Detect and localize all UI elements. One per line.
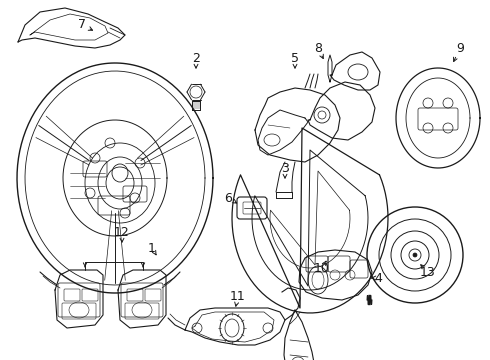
Circle shape xyxy=(413,253,417,257)
Text: 11: 11 xyxy=(230,289,246,302)
Text: 2: 2 xyxy=(192,51,200,64)
Text: 3: 3 xyxy=(281,162,289,175)
Text: 12: 12 xyxy=(114,225,130,238)
Text: 13: 13 xyxy=(420,266,436,279)
Text: 10: 10 xyxy=(314,261,330,274)
Text: 9: 9 xyxy=(456,41,464,54)
Text: 5: 5 xyxy=(291,51,299,64)
Text: 4: 4 xyxy=(374,271,382,284)
Text: 7: 7 xyxy=(78,18,86,31)
Text: 8: 8 xyxy=(314,41,322,54)
Text: 1: 1 xyxy=(148,242,156,255)
Text: 6: 6 xyxy=(224,192,232,204)
